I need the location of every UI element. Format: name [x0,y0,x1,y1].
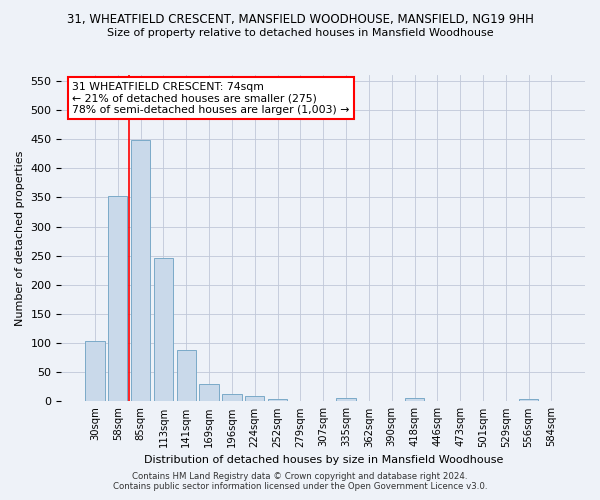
Text: 31 WHEATFIELD CRESCENT: 74sqm
← 21% of detached houses are smaller (275)
78% of : 31 WHEATFIELD CRESCENT: 74sqm ← 21% of d… [72,82,349,114]
Bar [108,196,127,402]
Text: 31, WHEATFIELD CRESCENT, MANSFIELD WOODHOUSE, MANSFIELD, NG19 9HH: 31, WHEATFIELD CRESCENT, MANSFIELD WOODH… [67,12,533,26]
Bar [222,394,242,402]
Bar [405,398,424,402]
Bar [176,350,196,402]
Bar [337,398,356,402]
Bar [519,398,538,402]
Bar [199,384,219,402]
Bar [85,342,104,402]
Y-axis label: Number of detached properties: Number of detached properties [15,150,25,326]
Bar [131,140,150,402]
Bar [268,398,287,402]
X-axis label: Distribution of detached houses by size in Mansfield Woodhouse: Distribution of detached houses by size … [143,455,503,465]
Text: Contains public sector information licensed under the Open Government Licence v3: Contains public sector information licen… [113,482,487,491]
Text: Contains HM Land Registry data © Crown copyright and database right 2024.: Contains HM Land Registry data © Crown c… [132,472,468,481]
Bar [245,396,265,402]
Text: Size of property relative to detached houses in Mansfield Woodhouse: Size of property relative to detached ho… [107,28,493,38]
Bar [154,258,173,402]
